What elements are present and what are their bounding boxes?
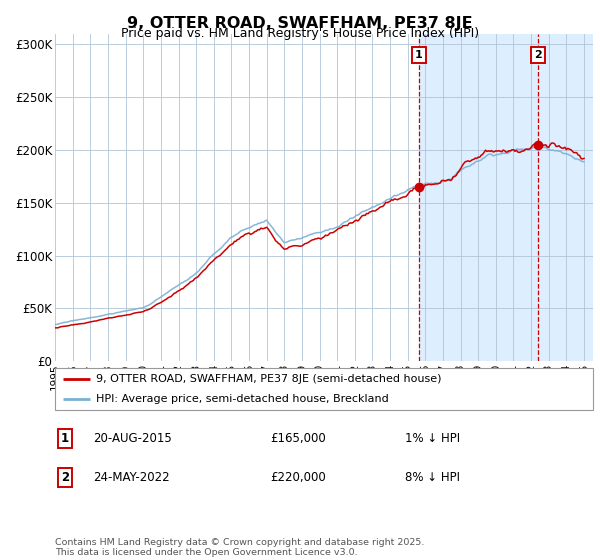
Text: 1% ↓ HPI: 1% ↓ HPI xyxy=(404,432,460,445)
Text: HPI: Average price, semi-detached house, Breckland: HPI: Average price, semi-detached house,… xyxy=(95,394,388,404)
Text: Price paid vs. HM Land Registry's House Price Index (HPI): Price paid vs. HM Land Registry's House … xyxy=(121,27,479,40)
Text: 2: 2 xyxy=(534,50,542,60)
Text: 2: 2 xyxy=(61,471,69,484)
Text: 1: 1 xyxy=(61,432,69,445)
Text: £220,000: £220,000 xyxy=(270,471,326,484)
Bar xyxy=(419,34,593,361)
Text: £165,000: £165,000 xyxy=(270,432,326,445)
Text: 9, OTTER ROAD, SWAFFHAM, PE37 8JE: 9, OTTER ROAD, SWAFFHAM, PE37 8JE xyxy=(127,16,473,31)
Text: 20-AUG-2015: 20-AUG-2015 xyxy=(93,432,172,445)
FancyBboxPatch shape xyxy=(55,368,593,410)
Text: 24-MAY-2022: 24-MAY-2022 xyxy=(93,471,169,484)
Text: 9, OTTER ROAD, SWAFFHAM, PE37 8JE (semi-detached house): 9, OTTER ROAD, SWAFFHAM, PE37 8JE (semi-… xyxy=(95,374,441,384)
Text: 8% ↓ HPI: 8% ↓ HPI xyxy=(404,471,460,484)
Text: Contains HM Land Registry data © Crown copyright and database right 2025.
This d: Contains HM Land Registry data © Crown c… xyxy=(55,538,425,557)
Text: 1: 1 xyxy=(415,50,423,60)
